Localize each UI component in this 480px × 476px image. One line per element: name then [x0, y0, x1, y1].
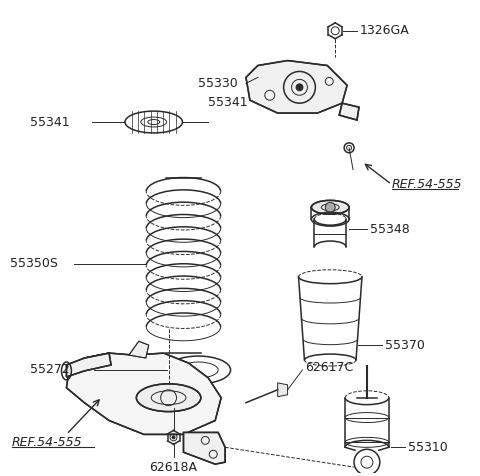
- Ellipse shape: [136, 384, 201, 412]
- Ellipse shape: [312, 200, 349, 214]
- Text: REF.54-555: REF.54-555: [392, 178, 462, 191]
- Polygon shape: [66, 353, 111, 377]
- Text: 55330: 55330: [198, 77, 238, 90]
- Text: 55272: 55272: [30, 364, 70, 377]
- Text: 62617C: 62617C: [305, 361, 354, 375]
- Text: 55341: 55341: [208, 96, 248, 109]
- Text: 55348: 55348: [370, 223, 409, 236]
- Polygon shape: [66, 353, 221, 435]
- Text: 1326GA: 1326GA: [360, 24, 410, 37]
- Circle shape: [296, 84, 303, 91]
- Polygon shape: [183, 432, 225, 464]
- Polygon shape: [339, 103, 359, 120]
- Text: 55310: 55310: [408, 441, 447, 454]
- Circle shape: [172, 436, 175, 439]
- Polygon shape: [246, 60, 347, 113]
- Text: 55341: 55341: [30, 116, 70, 129]
- Text: 62618A: 62618A: [150, 461, 198, 474]
- Polygon shape: [129, 341, 149, 358]
- Polygon shape: [278, 383, 288, 397]
- Text: 55350S: 55350S: [10, 258, 58, 270]
- Text: 55370: 55370: [385, 338, 425, 352]
- Circle shape: [325, 202, 335, 212]
- Text: REF.54-555: REF.54-555: [12, 436, 83, 449]
